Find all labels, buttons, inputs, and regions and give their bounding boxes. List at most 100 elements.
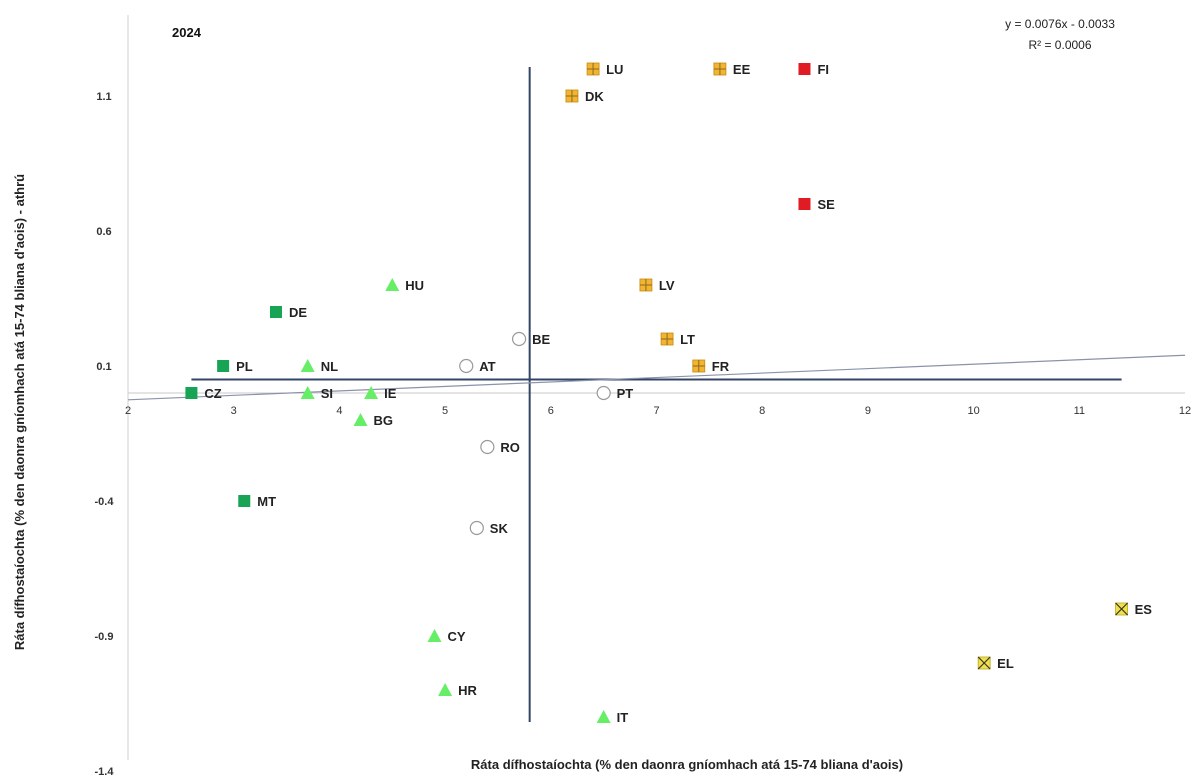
- square-mark: [217, 360, 230, 372]
- square-mark: [185, 387, 198, 399]
- marker-lu: [586, 62, 600, 76]
- marker-hr: [438, 683, 453, 696]
- point-label-es: ES: [1135, 602, 1153, 617]
- circle-mark: [511, 331, 527, 347]
- y-tick-label: -1.4: [95, 766, 115, 778]
- marker-hu: [385, 278, 400, 291]
- marker-at: [459, 358, 474, 374]
- circle-mark: [459, 358, 474, 374]
- circle-mark: [596, 385, 611, 401]
- point-label-at: AT: [479, 359, 495, 374]
- point-label-fi: FI: [817, 62, 829, 77]
- marker-mt: [238, 495, 251, 507]
- point-label-de: DE: [289, 305, 307, 320]
- x-tick-label: 2: [125, 405, 131, 417]
- x-tick-label: 10: [967, 405, 979, 417]
- x-tick-label: 4: [336, 405, 342, 417]
- trendline: [127, 354, 1186, 401]
- marker-de: [269, 306, 282, 318]
- marker-el: [977, 656, 991, 670]
- marker-fr: [692, 359, 706, 373]
- point-label-sk: SK: [490, 521, 509, 536]
- y-tick-label: 0.1: [96, 361, 111, 373]
- marker-es: [1115, 602, 1129, 616]
- point-label-hr: HR: [458, 683, 477, 698]
- marker-nl: [300, 359, 315, 372]
- chart-title: 2024: [172, 25, 202, 40]
- point-label-ee: EE: [733, 62, 751, 77]
- x-tick-label: 12: [1179, 405, 1191, 417]
- point-label-pt: PT: [617, 386, 634, 401]
- y-tick-label: -0.4: [95, 496, 115, 508]
- marker-ie: [364, 386, 379, 399]
- point-label-pl: PL: [236, 359, 253, 374]
- marker-cy: [427, 629, 442, 642]
- marker-bg: [353, 413, 368, 426]
- x-tick-label: 3: [231, 405, 237, 417]
- triangle-mark: [385, 278, 400, 291]
- axis-ticks: 2 3 4 5 6 7 8 9 10 11 12 1.1 0.6 0.1 -0.4 -0.9 -1.4: [95, 91, 1192, 778]
- marker-sk: [469, 520, 484, 536]
- x-axis-label: Ráta dífhostaíochta (% den daonra gníomh…: [471, 757, 903, 772]
- triangle-mark: [300, 386, 315, 399]
- marker-pl: [217, 360, 230, 372]
- data-points: [185, 62, 1129, 723]
- y-tick-label: 1.1: [96, 91, 111, 103]
- point-label-be: BE: [532, 332, 550, 347]
- triangle-mark: [364, 386, 379, 399]
- x-tick-label: 7: [653, 405, 659, 417]
- marker-be: [511, 331, 527, 347]
- square-mark: [269, 306, 282, 318]
- point-label-el: EL: [997, 656, 1014, 671]
- x-tick-label: 5: [442, 405, 448, 417]
- plot-frame: [127, 15, 1185, 760]
- x-tick-label: 8: [759, 405, 765, 417]
- triangle-mark: [353, 413, 368, 426]
- point-label-mt: MT: [257, 494, 276, 509]
- square-mark: [238, 495, 251, 507]
- square-mark: [798, 63, 811, 75]
- point-label-hu: HU: [405, 278, 424, 293]
- point-labels: LU EE FI DK SE HU LV DE BE LT PL NL AT FR CZ SI IE PT BG RO…: [204, 62, 1152, 725]
- marker-lv: [639, 278, 653, 292]
- marker-fi: [798, 63, 811, 75]
- circle-mark: [469, 520, 484, 536]
- point-label-bg: BG: [374, 413, 394, 428]
- marker-lt: [660, 332, 674, 346]
- y-tick-label: -0.9: [95, 631, 114, 643]
- point-label-lu: LU: [606, 62, 623, 77]
- point-label-fr: FR: [712, 359, 730, 374]
- marker-se: [798, 198, 811, 210]
- y-tick-label: 0.6: [96, 226, 111, 238]
- marker-it: [596, 710, 611, 723]
- point-label-it: IT: [617, 710, 629, 725]
- point-label-lt: LT: [680, 332, 695, 347]
- triangle-mark: [596, 710, 611, 723]
- point-label-ro: RO: [500, 440, 520, 455]
- trendline-equation: y = 0.0076x - 0.0033: [1005, 17, 1115, 31]
- marker-ro: [480, 439, 495, 455]
- point-label-cy: CY: [448, 629, 466, 644]
- triangle-mark: [427, 629, 442, 642]
- marker-pt: [596, 385, 611, 401]
- point-label-cz: CZ: [204, 386, 221, 401]
- x-tick-label: 11: [1074, 405, 1085, 417]
- marker-cz: [185, 387, 198, 399]
- circle-mark: [480, 439, 495, 455]
- marker-si: [300, 386, 315, 399]
- point-label-lv: LV: [659, 278, 675, 293]
- point-label-si: SI: [321, 386, 333, 401]
- reference-lines: [127, 67, 1186, 722]
- x-mark: [1115, 602, 1129, 616]
- square-mark: [798, 198, 811, 210]
- triangle-mark: [300, 359, 315, 372]
- trendline-r2: R² = 0.0006: [1028, 38, 1091, 52]
- x-mark: [977, 656, 991, 670]
- marker-ee: [713, 62, 727, 76]
- triangle-mark: [438, 683, 453, 696]
- y-axis-label: Ráta dífhostaíochta (% den daonra gníomh…: [12, 174, 27, 650]
- marker-dk: [565, 89, 579, 103]
- point-label-se: SE: [817, 197, 835, 212]
- x-tick-label: 9: [865, 405, 871, 417]
- x-tick-label: 6: [548, 405, 554, 417]
